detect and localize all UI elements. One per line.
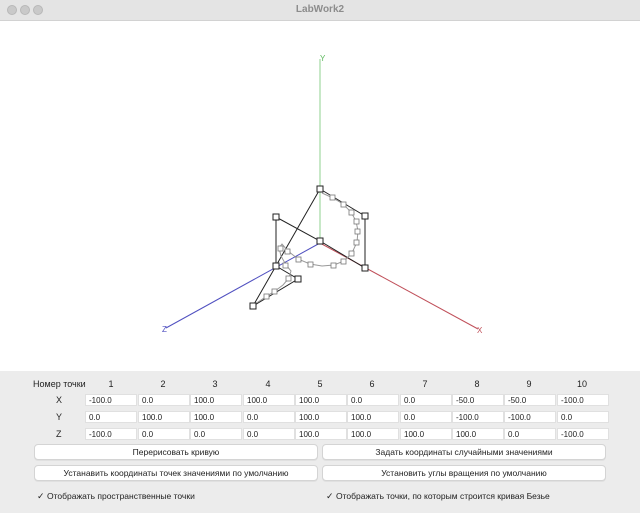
table-row-z: Z (0, 428, 640, 442)
control-points (249, 185, 369, 310)
y-input-4[interactable] (243, 411, 295, 423)
y-input-7[interactable] (400, 411, 452, 423)
y-input-10[interactable] (557, 411, 609, 423)
x-input-3[interactable] (190, 394, 242, 406)
x-input-7[interactable] (400, 394, 452, 406)
x-input-4[interactable] (243, 394, 295, 406)
x-input-6[interactable] (347, 394, 399, 406)
z-axis-label: Z (162, 325, 167, 334)
redraw-curve-button[interactable]: Перерисовать кривую (34, 444, 318, 460)
table-row-y: Y (0, 411, 640, 425)
z-input-6[interactable] (347, 428, 399, 440)
y-input-2[interactable] (138, 411, 190, 423)
spatial-points-checkbox[interactable]: ✓ Отображать пространственные точки (37, 491, 195, 502)
random-coordinates-button[interactable]: Задать координаты случайными значениями (322, 444, 606, 460)
drawing-canvas[interactable]: Y X Z (0, 21, 640, 371)
z-input-3[interactable] (190, 428, 242, 440)
point-number-label: Номер точки (33, 379, 86, 389)
z-input-2[interactable] (138, 428, 190, 440)
x-input-10[interactable] (557, 394, 609, 406)
column-header-8: 8 (474, 379, 480, 389)
bezier-curve (254, 192, 359, 305)
x-input-9[interactable] (504, 394, 556, 406)
x-input-5[interactable] (295, 394, 347, 406)
x-input-1[interactable] (85, 394, 137, 406)
y-input-8[interactable] (452, 411, 504, 423)
zoom-window-button[interactable] (33, 5, 43, 15)
column-header-6: 6 (369, 379, 375, 389)
points-table-header: Номер точки 1 2 3 4 5 6 7 8 9 10 (0, 377, 640, 391)
z-input-8[interactable] (452, 428, 504, 440)
bezier-points-label: Отображать точки, по которым строится кр… (336, 491, 550, 501)
row-label-y: Y (56, 412, 63, 422)
default-rotation-button[interactable]: Установить углы вращения по умолчанию (322, 465, 606, 481)
column-header-5: 5 (317, 379, 323, 389)
table-row-x: X (0, 394, 640, 408)
x-axis-label: X (477, 326, 483, 335)
column-header-4: 4 (265, 379, 271, 389)
minimize-window-button[interactable] (20, 5, 30, 15)
y-axis-label: Y (320, 54, 326, 63)
z-input-1[interactable] (85, 428, 137, 440)
z-axis (165, 242, 321, 329)
x-input-2[interactable] (138, 394, 190, 406)
row-label-x: X (56, 395, 63, 405)
y-input-5[interactable] (295, 411, 347, 423)
column-header-1: 1 (108, 379, 114, 389)
default-coordinates-button[interactable]: Устанавить координаты точек значениями п… (34, 465, 318, 481)
x-input-8[interactable] (452, 394, 504, 406)
column-header-3: 3 (212, 379, 218, 389)
column-header-10: 10 (576, 379, 587, 389)
column-header-7: 7 (422, 379, 428, 389)
z-input-7[interactable] (400, 428, 452, 440)
y-input-9[interactable] (504, 411, 556, 423)
z-input-4[interactable] (243, 428, 295, 440)
column-header-9: 9 (526, 379, 532, 389)
z-input-10[interactable] (557, 428, 609, 440)
close-window-button[interactable] (7, 5, 17, 15)
spatial-points-label: Отображать пространственные точки (47, 491, 195, 501)
column-header-2: 2 (160, 379, 166, 389)
y-input-3[interactable] (190, 411, 242, 423)
control-polygon (251, 188, 366, 308)
row-label-z: Z (56, 429, 62, 439)
bezier-points-checkbox[interactable]: ✓ Отображать точки, по которым строится к… (326, 491, 550, 502)
x-axis (319, 242, 479, 330)
checkmark-icon: ✓ (37, 491, 45, 501)
bezier-points (263, 194, 361, 300)
z-input-5[interactable] (295, 428, 347, 440)
title-bar: LabWork2 (0, 0, 640, 21)
y-input-6[interactable] (347, 411, 399, 423)
window-title: LabWork2 (295, 4, 345, 15)
checkmark-icon: ✓ (326, 491, 334, 501)
z-input-9[interactable] (504, 428, 556, 440)
y-input-1[interactable] (85, 411, 137, 423)
